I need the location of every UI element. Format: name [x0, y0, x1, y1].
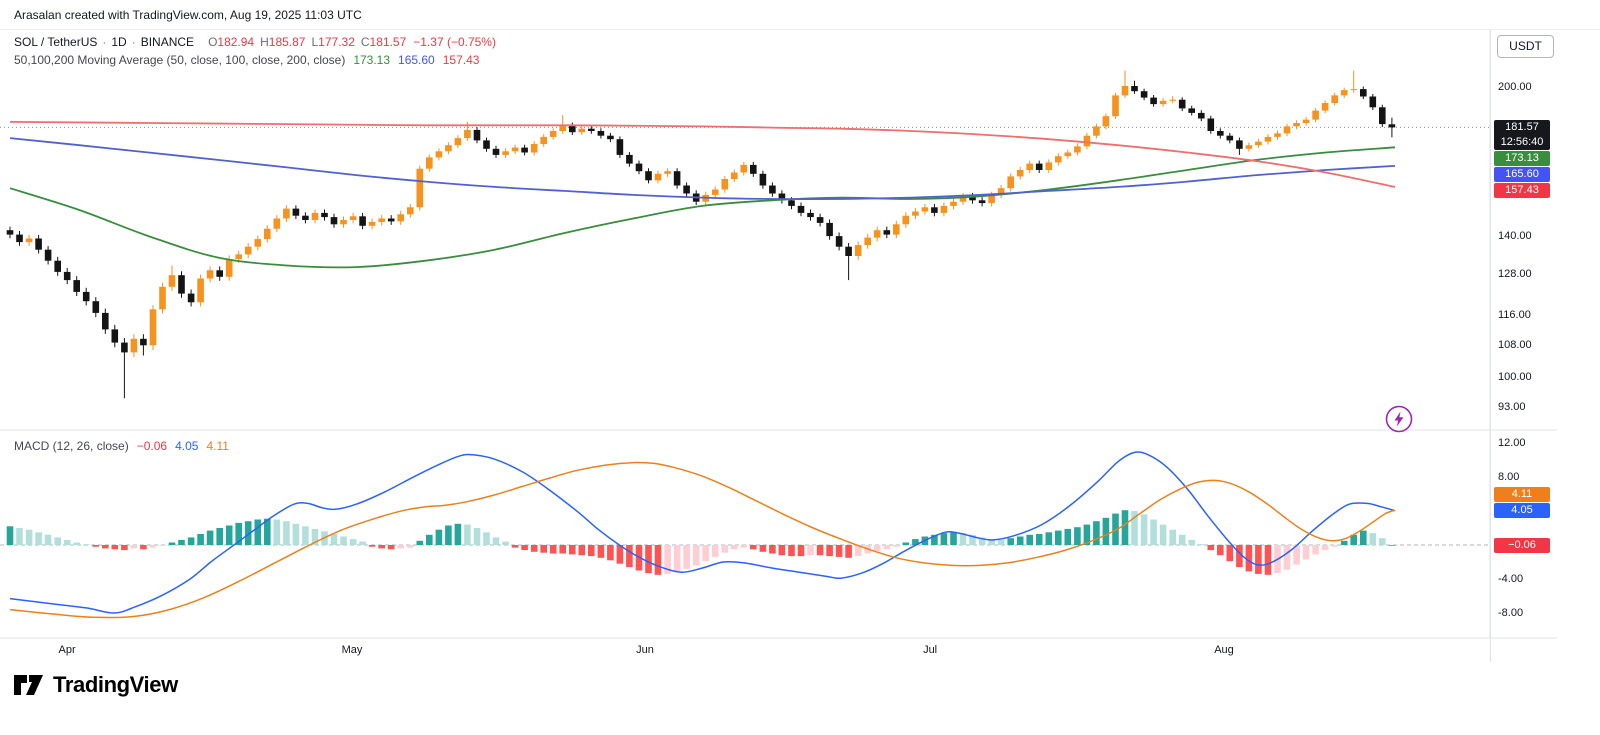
axis-tick-label: 108.00 [1498, 338, 1532, 351]
axis-tick-label: -4.00 [1498, 573, 1524, 585]
low-value: 177.32 [318, 35, 355, 50]
separator-dot: · [131, 34, 136, 49]
macd-line-value: 4.05 [175, 438, 199, 453]
time-axis-label[interactable]: Jul [923, 644, 938, 656]
time-axis-label[interactable]: Jun [636, 644, 654, 656]
axis-tick-label: 100.00 [1498, 370, 1532, 383]
macd-hist-axis-badge: −0.06 [1494, 538, 1550, 553]
axis-tick-label: 12.00 [1498, 437, 1526, 449]
price-axis[interactable]: 181.57 12:56:40 173.13 165.60 157.43 4.1… [1490, 30, 1600, 662]
exchange-label[interactable]: BINANCE [140, 34, 195, 49]
axis-tick-label: 93.00 [1498, 401, 1526, 414]
axis-tick-label: 116.00 [1498, 308, 1531, 321]
time-axis-label[interactable]: Aug [1214, 644, 1234, 656]
tradingview-logo-icon[interactable] [12, 672, 46, 698]
axis-tick-label: 140.00 [1498, 230, 1532, 243]
last-price-badge: 181.57 12:56:40 [1494, 119, 1550, 150]
macd-line[interactable] [9, 451, 1396, 614]
ma50-value: 173.13 [353, 52, 391, 67]
ma50-line[interactable] [9, 146, 1396, 269]
chart-canvas[interactable] [0, 30, 1600, 662]
macd-legend-label[interactable]: MACD (12, 26, close) [14, 438, 129, 453]
instant-trading-icon[interactable] [1384, 404, 1414, 434]
time-axis-label[interactable]: Apr [58, 644, 76, 656]
axis-tick-label: 200.00 [1498, 81, 1532, 93]
ma100-axis-badge: 165.60 [1494, 166, 1550, 182]
ma50-axis-badge: 173.13 [1494, 150, 1550, 166]
symbol-legend[interactable]: SOL / TetherUS · 1D · BINANCE O182.94 H185.87 L… [14, 34, 496, 49]
time-axis-label[interactable]: May [341, 644, 363, 656]
change-value: −1.37 (−0.75%) [413, 35, 496, 50]
candles-layer[interactable] [6, 70, 1396, 399]
macd-histogram[interactable] [6, 510, 1396, 575]
symbol-name[interactable]: SOL / TetherUS [14, 34, 98, 49]
high-value: 185.87 [268, 35, 306, 50]
open-value: 182.94 [217, 35, 255, 50]
macd-hist-value: −0.06 [136, 438, 168, 453]
low-label: L [311, 35, 319, 50]
ma100-line[interactable] [9, 137, 1396, 201]
attribution-bar: Arasalan created with TradingView.com, A… [0, 0, 1600, 30]
ma-indicator-legend[interactable]: 50,100,200 Moving Average (50, close, 10… [14, 52, 479, 67]
ohlc-values: O182.94 H185.87 L177.32 C181.57 −1.37 (−0.75… [202, 34, 496, 50]
axis-tick-label: 128.00 [1498, 267, 1532, 280]
ma200-axis-badge: 157.43 [1494, 182, 1550, 198]
macd-signal-value: 4.11 [206, 438, 229, 453]
interval-label[interactable]: 1D [111, 34, 127, 49]
high-label: H [260, 35, 269, 50]
macd-line-axis-badge: 4.05 [1494, 503, 1550, 519]
tradingview-brand-text[interactable]: TradingView [53, 672, 178, 697]
axis-tick-label: 8.00 [1498, 471, 1520, 483]
close-label: C [360, 35, 370, 50]
last-price-value: 181.57 [1505, 120, 1539, 133]
macd-indicator-legend[interactable]: MACD (12, 26, close) −0.06 4.05 4.11 [14, 438, 229, 453]
ma100-value: 165.60 [398, 52, 435, 67]
currency-toggle-button[interactable]: USDT [1497, 35, 1554, 58]
open-label: O [208, 35, 218, 50]
separator-dot: · [102, 34, 107, 49]
ma200-value: 157.43 [442, 52, 480, 67]
ma-legend-label[interactable]: 50,100,200 Moving Average (50, close, 10… [14, 52, 346, 67]
ma200-line[interactable] [9, 121, 1396, 188]
footer: TradingView [12, 672, 178, 698]
axis-tick-label: -8.00 [1498, 607, 1524, 619]
macd-signal-line[interactable] [9, 461, 1396, 619]
macd-signal-axis-badge: 4.11 [1494, 487, 1550, 503]
close-value: 181.57 [369, 35, 407, 50]
lightning-bolt-glyph [1394, 411, 1404, 427]
bar-countdown: 12:56:40 [1500, 135, 1544, 148]
